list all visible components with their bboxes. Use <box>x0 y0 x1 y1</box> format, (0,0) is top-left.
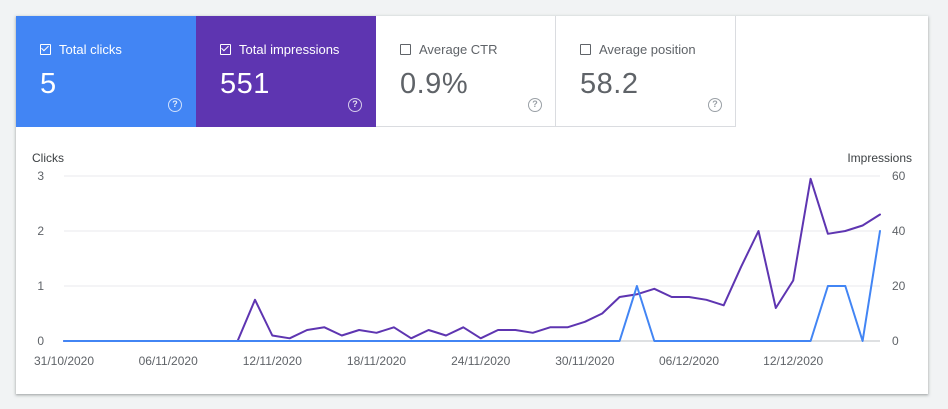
performance-panel: Total clicks 5 ? Total impressions 551 ?… <box>16 16 928 394</box>
y-left-tick-label: 3 <box>37 169 44 183</box>
y-right-tick-label: 60 <box>892 169 906 183</box>
y-right-tick-label: 40 <box>892 224 906 238</box>
x-tick-label: 06/12/2020 <box>659 354 719 368</box>
y-left-tick-label: 0 <box>37 334 44 348</box>
x-tick-label: 12/12/2020 <box>763 354 823 368</box>
chart-series <box>64 179 880 341</box>
y-right-tick-label: 0 <box>892 334 899 348</box>
x-tick-labels: 31/10/2020 06/11/2020 12/11/2020 18/11/2020… <box>34 354 824 368</box>
x-tick-label: 24/11/2020 <box>451 354 510 368</box>
y-left-tick-label: 2 <box>37 224 44 238</box>
y-right-axis-title: Impressions <box>847 151 912 165</box>
performance-chart: Clicks Impressions 0 1 2 3 0 20 40 60 31/10/20… <box>16 16 928 394</box>
x-tick-label: 30/11/2020 <box>555 354 614 368</box>
x-tick-label: 12/11/2020 <box>243 354 302 368</box>
y-right-tick-labels: 0 20 40 60 <box>892 169 906 348</box>
y-left-axis-title: Clicks <box>32 151 64 165</box>
y-right-tick-label: 20 <box>892 279 906 293</box>
x-tick-label: 18/11/2020 <box>347 354 406 368</box>
series-line-total-impressions <box>64 179 880 341</box>
chart-gridlines <box>64 176 880 341</box>
y-left-tick-label: 1 <box>37 279 44 293</box>
x-tick-label: 06/11/2020 <box>139 354 198 368</box>
y-left-tick-labels: 0 1 2 3 <box>37 169 44 348</box>
x-tick-label: 31/10/2020 <box>34 354 94 368</box>
